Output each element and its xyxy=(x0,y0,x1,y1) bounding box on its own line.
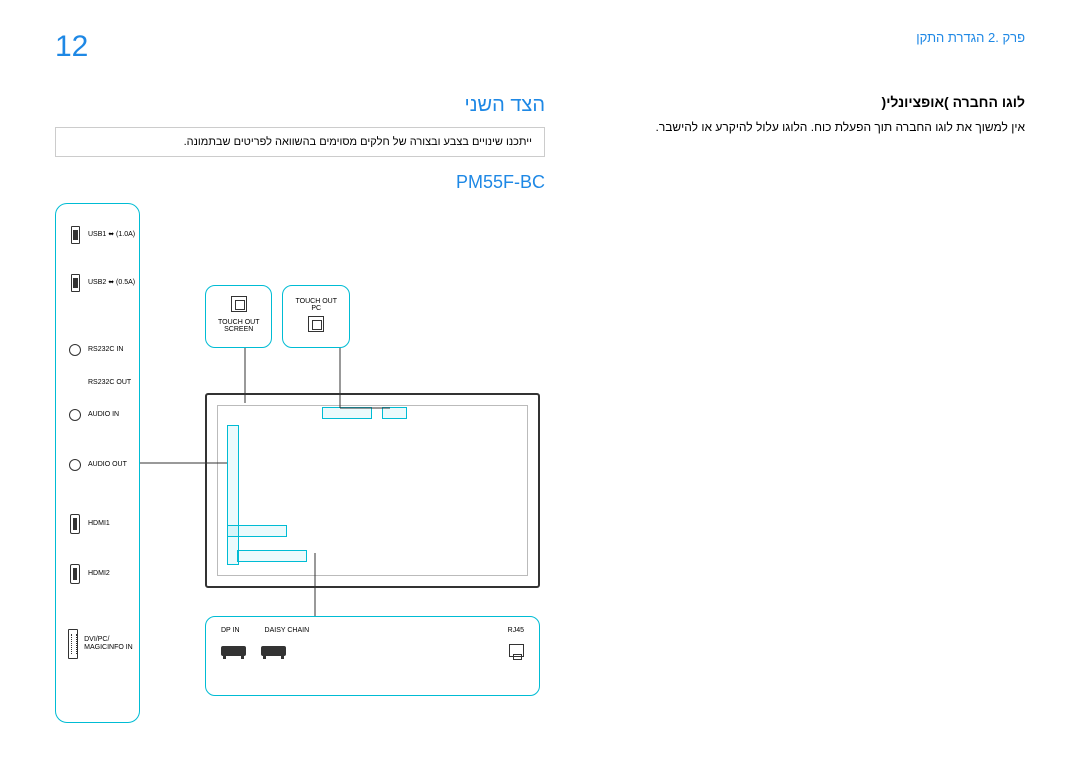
port-panel: USB1 ⬌ (1.0A) USB2 ⬌ (0.5A) RS232C IN RS… xyxy=(55,203,140,723)
callout-touch-out-screen: TOUCH OUT SCREEN xyxy=(205,285,272,348)
model-name: PM55F-BC xyxy=(55,172,545,193)
logo-section-text: אין למשוך את לוגו החברה תוך הפעלת כוח. ה… xyxy=(580,118,1025,137)
port-hdmi1: HDMI1 xyxy=(68,514,110,534)
daisy-chain-icon xyxy=(261,646,286,656)
reverse-side-title: הצד השני xyxy=(55,94,545,117)
port-audio-out: AUDIO OUT xyxy=(68,459,127,471)
port-usb1: USB1 ⬌ (1.0A) xyxy=(68,226,135,244)
label-dp-in: DP IN xyxy=(221,627,240,634)
port-rs232c-in: RS232C IN xyxy=(68,344,123,356)
port-usb2: USB2 ⬌ (0.5A) xyxy=(68,274,135,292)
chapter-label: פרק .2 הגדרת התקן xyxy=(916,30,1025,45)
rj45-icon xyxy=(509,644,524,657)
dp-in-icon xyxy=(221,646,246,656)
label-daisy-chain: DAISY CHAIN xyxy=(265,627,310,634)
label-rj45: RJ45 xyxy=(508,627,524,634)
port-rs232c-out: RS232C OUT xyxy=(88,379,131,387)
tv-back-drawing xyxy=(205,393,540,588)
port-dvi: DVI/PC/ MAGICINFO IN xyxy=(68,629,139,659)
port-hdmi2: HDMI2 xyxy=(68,564,110,584)
port-audio-in: AUDIO IN xyxy=(68,409,119,421)
rear-diagram: USB1 ⬌ (1.0A) USB2 ⬌ (0.5A) RS232C IN RS… xyxy=(55,203,545,723)
logo-section-title: לוגו החברה )אופציונלי( xyxy=(580,94,1025,110)
callout-touch-out-pc: TOUCH OUT PC xyxy=(282,285,349,348)
bottom-port-box: DP IN DAISY CHAIN RJ45 xyxy=(205,616,540,696)
page-number: 12 xyxy=(55,30,88,64)
note-box: ייתכנו שינויים בצבע ובצורה של חלקים מסוי… xyxy=(55,127,545,157)
